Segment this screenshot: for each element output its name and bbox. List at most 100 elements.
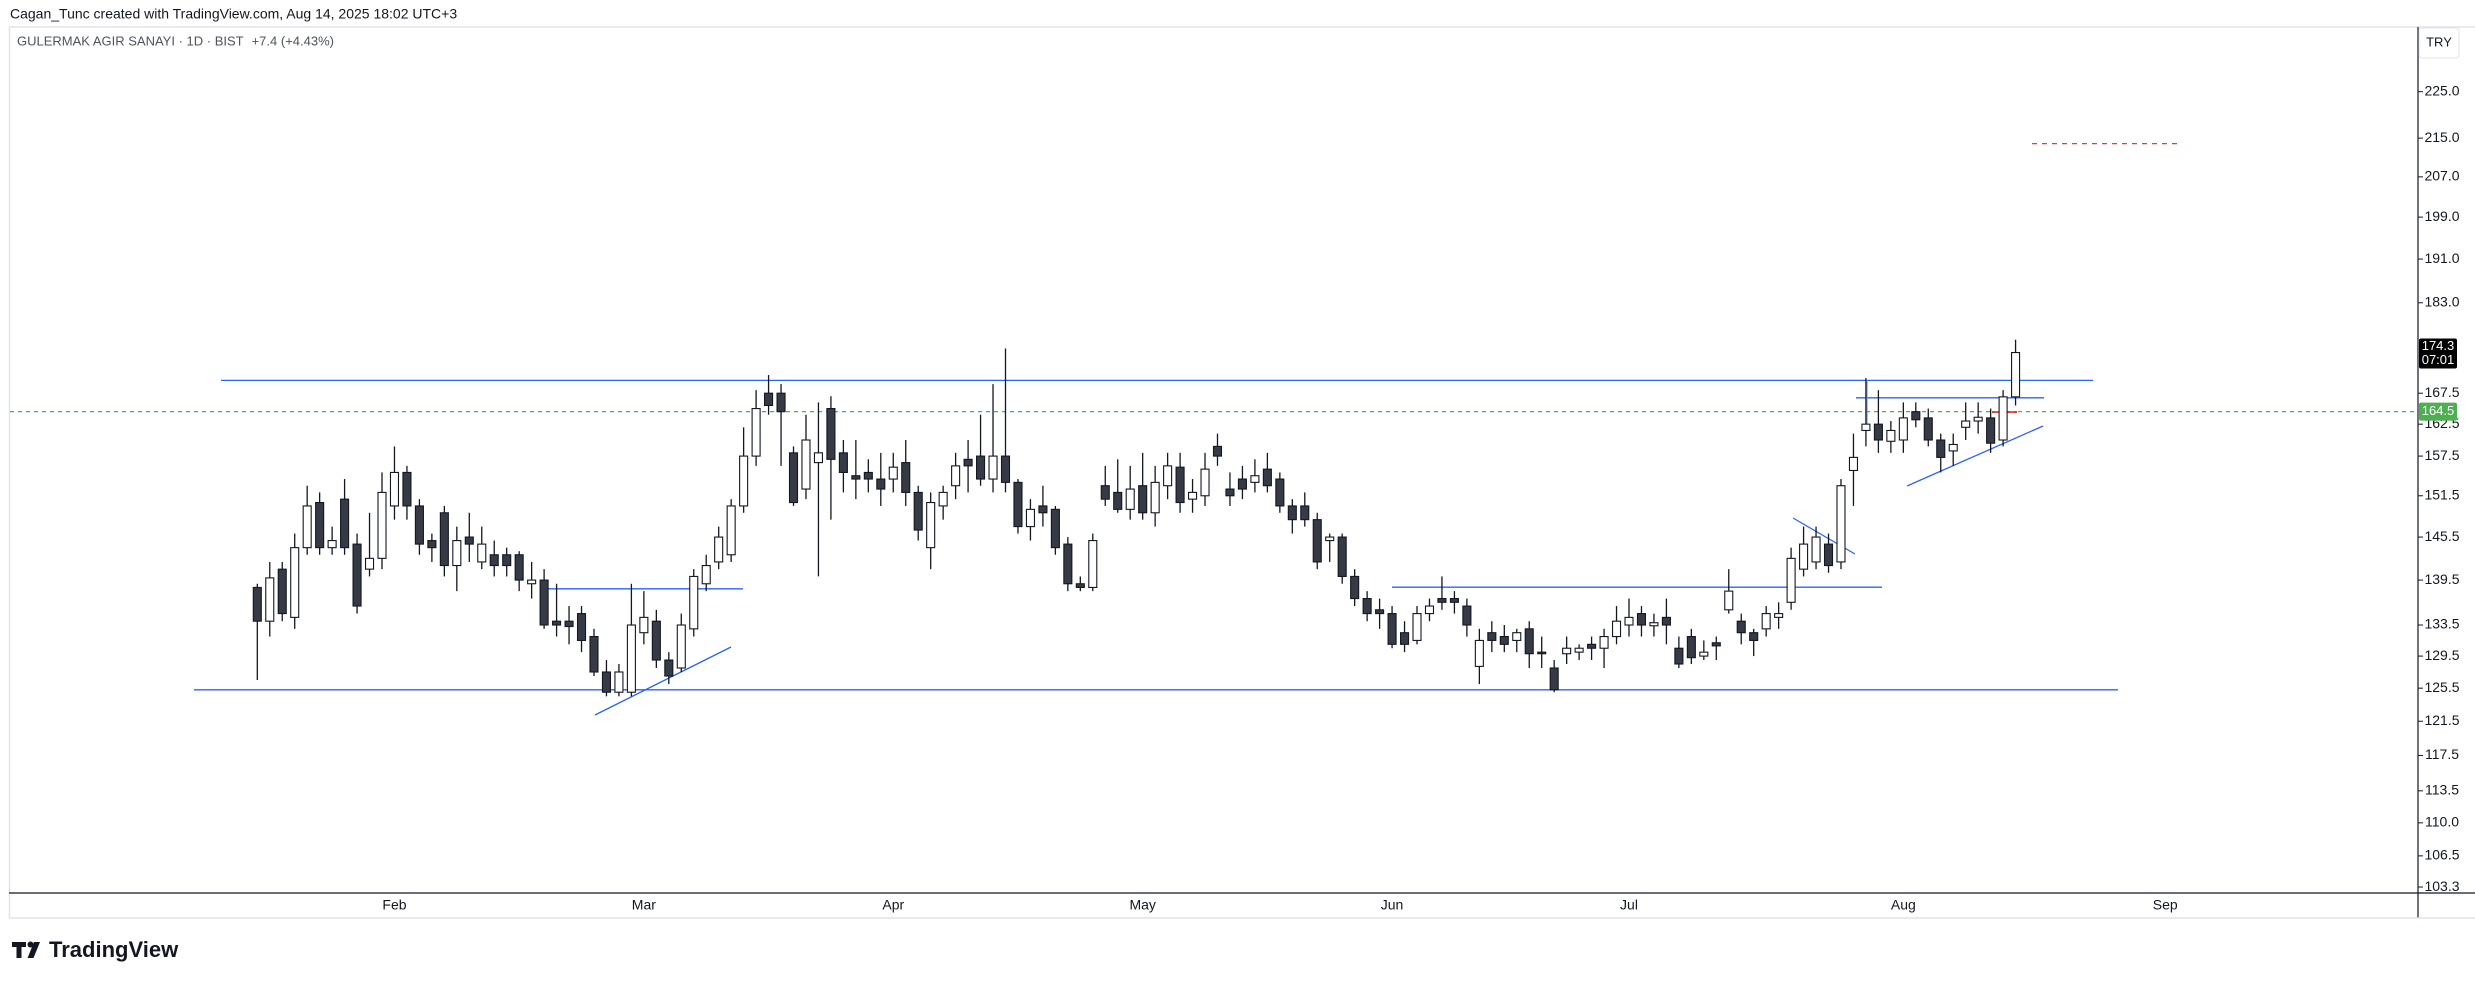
- candle-body: [1836, 485, 1846, 563]
- candle-body: [988, 455, 998, 480]
- candle-body: [527, 579, 537, 585]
- currency-box: [2418, 27, 2460, 59]
- candle-body: [1050, 508, 1060, 549]
- candle-body: [252, 586, 262, 622]
- candle-body: [364, 557, 375, 570]
- candle-body: [1188, 491, 1198, 500]
- y-tick-label: 121.5: [2424, 712, 2459, 728]
- candle-body: [464, 536, 474, 545]
- candle-body: [1973, 416, 1983, 422]
- candle-body: [1587, 643, 1597, 649]
- candle-body: [552, 620, 562, 626]
- candle-body: [751, 408, 761, 457]
- trend-line: [1906, 425, 2044, 487]
- candle-body: [863, 471, 873, 480]
- candle-body: [963, 458, 973, 467]
- candle-body: [888, 466, 898, 480]
- candle-body: [601, 671, 612, 693]
- x-tick-label: May: [1129, 897, 1155, 913]
- candle-body: [1948, 443, 1958, 452]
- candle-body: [788, 452, 799, 504]
- candle-body: [1212, 445, 1223, 457]
- candle-body: [726, 505, 736, 556]
- candle-body: [639, 616, 649, 634]
- candle-body: [302, 505, 312, 549]
- candle-body: [539, 579, 549, 626]
- candle-body: [1574, 647, 1584, 653]
- candle-body: [1998, 396, 2008, 441]
- y-tick-label: 215.0: [2424, 129, 2459, 145]
- candle-body: [1674, 647, 1684, 665]
- y-tick-label: 191.0: [2424, 250, 2459, 266]
- candle-body: [1113, 491, 1123, 510]
- logo-mark: [12, 942, 26, 958]
- candle-body: [801, 439, 811, 490]
- candle-body: [1624, 616, 1634, 626]
- candle-body: [427, 540, 437, 549]
- candle-body: [1599, 636, 1609, 649]
- candle-body: [414, 505, 424, 545]
- candle-body: [1100, 485, 1110, 500]
- candle-body: [651, 620, 661, 661]
- candle-body: [340, 498, 350, 549]
- brand-logo: [12, 941, 40, 958]
- candle-body: [1088, 540, 1098, 588]
- candle-body: [938, 491, 948, 507]
- candle-body: [826, 408, 836, 460]
- candle-body: [564, 620, 574, 628]
- candle-body: [1761, 613, 1771, 630]
- y-tick-label: 113.5: [2425, 782, 2459, 798]
- candle-body: [1811, 536, 1821, 563]
- candle-body: [1025, 508, 1035, 528]
- trend-line: [594, 646, 732, 716]
- y-tick-label: 139.5: [2424, 571, 2459, 587]
- candle-body: [1512, 632, 1522, 641]
- change-legend: +7.4 (+4.43%): [252, 33, 334, 48]
- candle-body: [1636, 613, 1647, 626]
- candle-body: [439, 512, 449, 567]
- candle-body: [614, 671, 624, 693]
- candle-body: [1686, 636, 1696, 659]
- candle-body: [1936, 439, 1946, 458]
- candle-body: [1911, 411, 1921, 421]
- candle-body: [764, 392, 774, 407]
- candle-body: [1175, 466, 1185, 504]
- candle-body: [951, 465, 961, 487]
- y-tick-label: 183.0: [2424, 293, 2459, 309]
- candle-body: [813, 452, 824, 464]
- candle-body: [1786, 557, 1796, 603]
- candle-body: [1861, 423, 1871, 432]
- candle-body: [1711, 642, 1721, 647]
- candle-body: [1699, 651, 1709, 657]
- candle-body: [1287, 505, 1297, 521]
- author-line: Cagan_Tunc created with TradingView.com,…: [10, 6, 457, 22]
- candle-body: [389, 471, 400, 507]
- candle-body: [1724, 590, 1734, 611]
- candle-body: [976, 455, 986, 480]
- candle-body: [1449, 598, 1459, 603]
- y-tick-label: 157.5: [2424, 447, 2459, 463]
- x-tick-label: Feb: [382, 897, 406, 913]
- candle-body: [1537, 651, 1547, 655]
- candle-body: [1138, 485, 1148, 514]
- candle-body: [1300, 505, 1310, 521]
- candle-body: [1799, 543, 1809, 570]
- y-tick-label: 106.5: [2424, 847, 2459, 863]
- candle-body: [502, 554, 512, 567]
- candle-body: [1474, 639, 1484, 667]
- candle-body: [1873, 423, 1883, 441]
- drawings: [194, 379, 2118, 716]
- candle-body: [514, 554, 524, 581]
- candle-body: [1986, 417, 1996, 444]
- symbol-legend: GULERMAK AGIR SANAYI · 1D · BIST: [17, 33, 244, 48]
- candle-body: [1375, 609, 1385, 615]
- candle-body: [1487, 632, 1497, 641]
- candle-body: [1125, 488, 1135, 510]
- candle-body: [1399, 632, 1410, 645]
- candle-body: [352, 543, 362, 607]
- candle-body: [1437, 598, 1447, 603]
- candle-body: [477, 543, 487, 563]
- y-tick-label: 117.5: [2425, 746, 2459, 762]
- logo-mark: [27, 942, 40, 958]
- last-price-label: 174.3: [2422, 338, 2455, 353]
